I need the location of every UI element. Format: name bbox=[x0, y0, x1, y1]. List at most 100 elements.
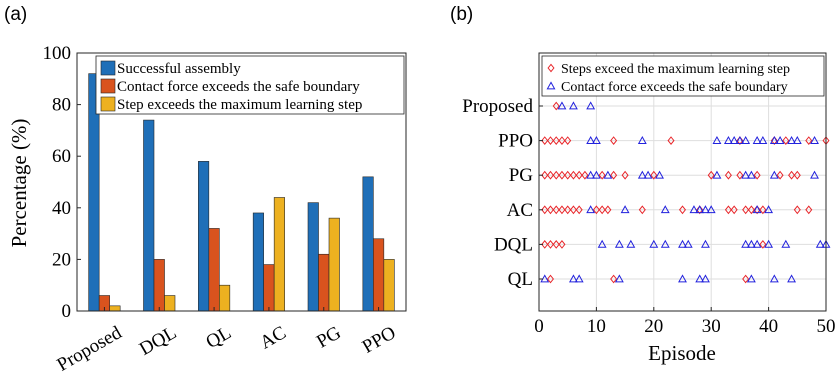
marker-steps-exceed bbox=[552, 170, 560, 180]
marker-contact-force bbox=[723, 135, 733, 144]
marker-contact-force bbox=[781, 239, 791, 248]
marker-steps-exceed bbox=[742, 205, 750, 215]
legend-triangle-marker bbox=[546, 81, 556, 90]
marker-contact-force bbox=[792, 135, 802, 144]
marker-steps-exceed bbox=[753, 170, 761, 180]
panel-a-label: (a) bbox=[4, 4, 27, 25]
marker-steps-exceed bbox=[736, 170, 744, 180]
y-tick-label: 40 bbox=[52, 198, 71, 219]
marker-contact-force bbox=[574, 274, 584, 283]
marker-steps-exceed bbox=[541, 239, 549, 249]
marker-steps-exceed bbox=[678, 205, 687, 215]
marker-contact-force bbox=[614, 274, 624, 283]
marker-steps-exceed bbox=[638, 205, 646, 215]
marker-steps-exceed bbox=[610, 170, 618, 180]
y-tick-label-pg: PG bbox=[509, 165, 534, 186]
marker-steps-exceed bbox=[742, 274, 750, 284]
marker-group bbox=[540, 101, 831, 284]
marker-contact-force bbox=[746, 170, 756, 179]
legend-label-contact: Contact force exceeds the safe boundary bbox=[561, 80, 788, 95]
marker-steps-exceed bbox=[569, 170, 577, 180]
panel-b-label: (b) bbox=[450, 4, 473, 25]
marker-contact-force bbox=[701, 205, 710, 214]
marker-contact-force bbox=[637, 135, 647, 144]
marker-steps-exceed bbox=[552, 239, 560, 249]
marker-steps-exceed bbox=[546, 274, 555, 284]
marker-steps-exceed bbox=[610, 274, 618, 284]
marker-steps-exceed bbox=[650, 170, 658, 180]
marker-steps-exceed bbox=[724, 170, 732, 180]
marker-steps-exceed bbox=[793, 205, 801, 215]
bar-ql-series-1 bbox=[208, 228, 220, 312]
bar-ppo-series-1 bbox=[373, 238, 385, 312]
x-tick-label: 30 bbox=[702, 316, 721, 337]
marker-contact-force bbox=[660, 239, 670, 248]
marker-steps-exceed bbox=[546, 136, 555, 146]
marker-contact-force bbox=[678, 239, 687, 248]
bar-dql-series-0 bbox=[143, 119, 155, 312]
bar-ppo-series-2 bbox=[383, 259, 395, 312]
marker-contact-force bbox=[752, 135, 762, 144]
x-axis-label: Episode bbox=[648, 341, 716, 365]
legend-label-steps: Steps exceed the maximum learning step bbox=[561, 62, 790, 77]
marker-steps-exceed bbox=[564, 205, 572, 215]
legend-marker-contact bbox=[546, 81, 556, 90]
marker-contact-force bbox=[746, 239, 756, 248]
bar-ac-series-2 bbox=[273, 197, 285, 312]
x-tick-label-ppo: PPO bbox=[359, 322, 400, 358]
x-tick-label: 10 bbox=[587, 316, 606, 337]
marker-contact-force bbox=[637, 170, 647, 179]
marker-steps-exceed bbox=[667, 136, 675, 146]
panel-b: (b) 0 10 20 30 40 50 Proposed PPO PG AC DQL QL Epis… bbox=[450, 4, 836, 365]
marker-contact-force bbox=[597, 239, 607, 248]
bar-proposed-series-2 bbox=[109, 305, 121, 312]
x-tick-label-ql: QL bbox=[203, 322, 235, 353]
marker-contact-force bbox=[810, 135, 819, 144]
y-tick-label: 0 bbox=[62, 301, 72, 322]
x-tick-label: 40 bbox=[759, 316, 778, 337]
marker-contact-force bbox=[752, 239, 762, 248]
marker-steps-exceed bbox=[581, 170, 589, 180]
bar-ppo-series-0 bbox=[362, 176, 374, 312]
marker-contact-force bbox=[735, 135, 745, 144]
marker-steps-exceed bbox=[569, 205, 577, 215]
marker-steps-exceed bbox=[575, 170, 583, 180]
marker-contact-force bbox=[764, 205, 774, 214]
x-tick-label: 50 bbox=[817, 316, 836, 337]
x-tick-label: 20 bbox=[644, 316, 663, 337]
marker-contact-force bbox=[787, 274, 797, 283]
x-tick-label-proposed: Proposed bbox=[54, 322, 126, 376]
marker-steps-exceed bbox=[782, 136, 790, 146]
marker-steps-exceed bbox=[730, 205, 738, 215]
y-tick-label: 20 bbox=[52, 249, 71, 270]
marker-steps-exceed bbox=[707, 170, 715, 180]
bar-group bbox=[88, 73, 395, 312]
marker-contact-force bbox=[591, 170, 601, 179]
marker-contact-force bbox=[586, 205, 596, 214]
marker-steps-exceed bbox=[610, 136, 618, 146]
plot-frame-a bbox=[76, 52, 407, 312]
legend-a: Successful assembly Contact force exceed… bbox=[95, 55, 405, 115]
y-tick-label-dql: DQL bbox=[494, 234, 533, 255]
legend-swatch-step-exceeds bbox=[100, 96, 116, 112]
x-tick-label-ac: AC bbox=[256, 322, 289, 353]
legend-box-b bbox=[541, 55, 825, 97]
marker-contact-force bbox=[689, 205, 699, 214]
marker-contact-force bbox=[603, 170, 613, 179]
legend-swatch-successful bbox=[100, 60, 116, 76]
legend-b: Steps exceed the maximum learning step C… bbox=[541, 55, 825, 97]
marker-steps-exceed bbox=[805, 205, 813, 215]
marker-steps-exceed bbox=[776, 170, 784, 180]
marker-contact-force bbox=[683, 239, 693, 248]
marker-contact-force bbox=[758, 135, 768, 144]
plot-frame-b bbox=[538, 52, 827, 312]
bar-pg-series-2 bbox=[328, 217, 340, 312]
panel-a: (a) Percentage (%) 0 20 40 60 80 100 Proposed D… bbox=[4, 4, 407, 376]
marker-contact-force bbox=[586, 170, 596, 179]
marker-contact-force bbox=[712, 135, 722, 144]
marker-contact-force bbox=[591, 135, 601, 144]
marker-contact-force bbox=[695, 274, 705, 283]
marker-steps-exceed bbox=[598, 205, 606, 215]
marker-contact-force bbox=[660, 205, 670, 214]
